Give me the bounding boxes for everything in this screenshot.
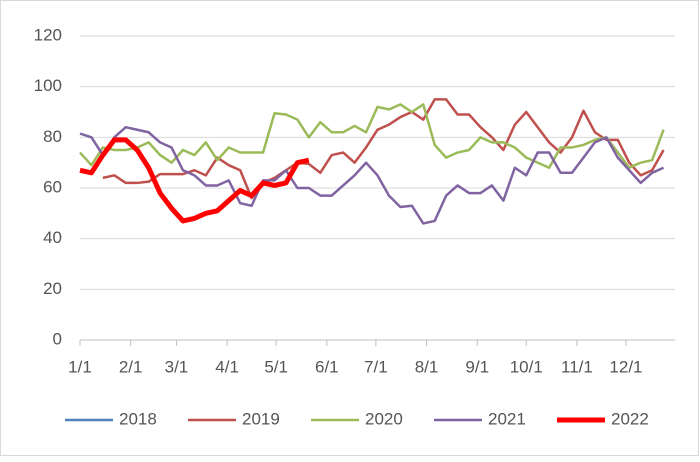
series-line (79, 137, 310, 224)
legend-label: 2020 (365, 409, 403, 428)
y-tick-label: 100 (34, 76, 62, 95)
x-tick-label: 10/1 (510, 357, 543, 376)
y-tick-label: 120 (34, 25, 62, 44)
y-tick-label: 20 (43, 279, 62, 298)
y-tick-label: 60 (43, 177, 62, 196)
legend-label: 2021 (488, 409, 526, 428)
x-tick-label: 11/1 (561, 357, 593, 376)
x-tick-label: 9/1 (465, 357, 489, 376)
x-tick-label: 12/1 (609, 357, 642, 376)
legend-label: 2018 (119, 409, 157, 428)
x-tick-label: 7/1 (364, 357, 388, 376)
y-tick-label: 40 (43, 228, 62, 247)
series-line (79, 125, 665, 225)
y-tick-label: 0 (53, 329, 62, 348)
x-tick-label: 3/1 (165, 357, 189, 376)
x-tick-label: 4/1 (215, 357, 239, 376)
legend-label: 2022 (611, 409, 649, 428)
x-tick-label: 5/1 (264, 357, 288, 376)
legend-label: 2019 (242, 409, 280, 428)
x-tick-label: 2/1 (119, 357, 143, 376)
series-line (102, 98, 665, 200)
x-tick-label: 6/1 (315, 357, 339, 376)
x-tick-label: 1/1 (68, 357, 92, 376)
x-tick-label: 8/1 (415, 357, 439, 376)
y-tick-label: 80 (43, 127, 62, 146)
